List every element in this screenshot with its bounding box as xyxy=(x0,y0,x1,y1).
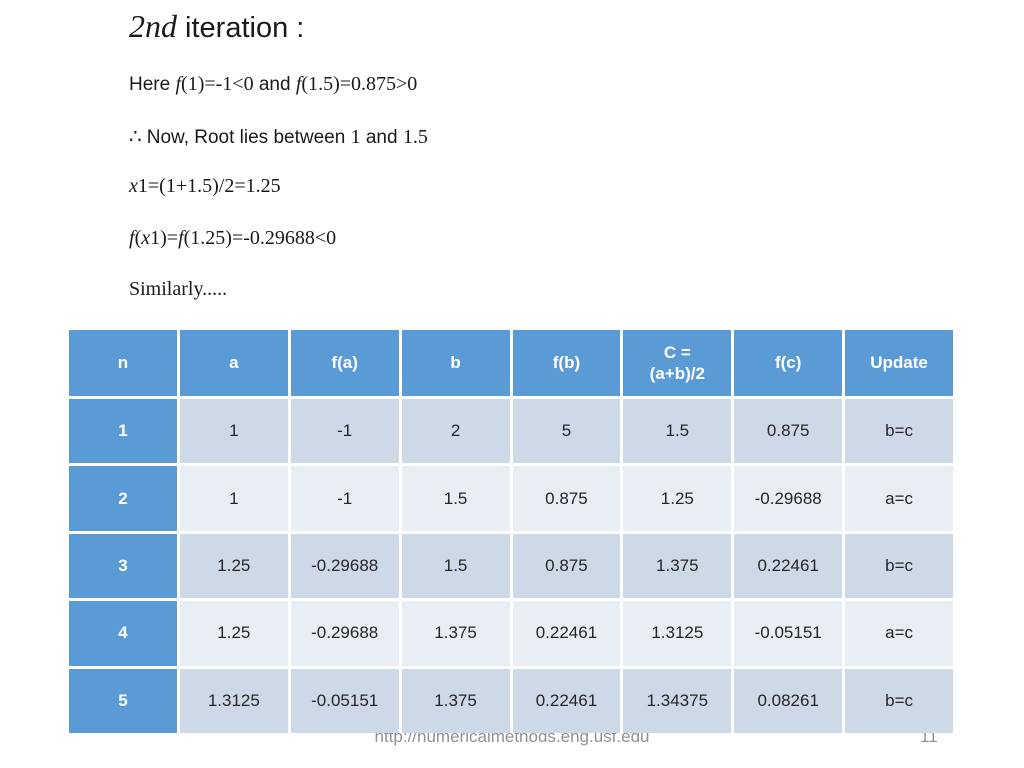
table-cell: 1.375 xyxy=(401,668,510,733)
table-cell: 1.5 xyxy=(623,399,732,464)
body-line-5: Similarly..... xyxy=(129,278,227,301)
table-cell: b=c xyxy=(845,399,953,464)
text-segment: 1.5 xyxy=(402,126,428,148)
table-cell: b=c xyxy=(845,533,953,599)
table-cell: 1.25 xyxy=(179,533,288,599)
table-cell: 1.5 xyxy=(401,466,510,531)
text-segment: f xyxy=(295,73,302,95)
table-cell: 0.22461 xyxy=(734,533,843,599)
table-cell: 4 xyxy=(69,601,177,666)
text-segment: 1 xyxy=(350,126,361,148)
title-ordinal: 2nd xyxy=(129,8,177,44)
text-segment: Similarly..... xyxy=(129,278,228,300)
text-segment: x xyxy=(141,227,151,249)
header-label: b xyxy=(450,353,461,373)
table-header-update: Update xyxy=(845,330,953,396)
header-label: (a+b)/2 xyxy=(649,364,705,383)
header-label: n xyxy=(117,353,129,373)
table-header-a: a xyxy=(179,330,288,396)
table-cell: 0.22461 xyxy=(512,668,621,733)
table-cell: 1.3125 xyxy=(179,668,288,733)
table-cell: -1 xyxy=(290,399,399,464)
therefore-symbol: ∴ xyxy=(129,126,147,148)
table-cell: 1 xyxy=(179,399,288,464)
table-cell: 3 xyxy=(69,533,177,599)
body-line-2: ∴ Now, Root lies between 1 and 1.5 xyxy=(129,124,428,149)
text-segment: (1.25)=-0.29688<0 xyxy=(183,227,337,249)
table-cell: 1.5 xyxy=(401,533,510,599)
table-cell: 1 xyxy=(179,466,288,531)
table-cell: a=c xyxy=(845,601,953,666)
table-cell: 1.25 xyxy=(179,601,288,666)
table-cell: 1 xyxy=(69,399,177,464)
body-line-3: x1=(1+1.5)/2=1.25 xyxy=(129,175,281,198)
iteration-table: n a f(a) b f(b) C = (a+b)/2 f(c) Update 1… xyxy=(69,330,953,733)
table-cell: -0.29688 xyxy=(734,466,843,531)
table-cell: 0.08261 xyxy=(734,668,843,733)
text-segment: ( xyxy=(134,227,142,249)
table-cell: 0.875 xyxy=(512,533,621,599)
text-segment: x xyxy=(129,175,138,197)
text-segment: 1)= xyxy=(150,227,179,249)
table-header-n: n xyxy=(69,330,177,396)
text-segment: f xyxy=(175,73,182,95)
body-line-1: Here f(1)=-1<0 and f(1.5)=0.875>0 xyxy=(129,73,417,96)
table-cell: -1 xyxy=(290,466,399,531)
header-label: f(b) xyxy=(552,353,581,373)
table-cell: 0.875 xyxy=(734,399,843,464)
table-cell: 5 xyxy=(69,668,177,733)
table-header-fa: f(a) xyxy=(290,330,399,396)
table-cell: 5 xyxy=(512,399,621,464)
table-header-b: b xyxy=(401,330,510,396)
text-segment: Here xyxy=(129,74,176,95)
text-segment: 1=(1+1.5)/2=1.25 xyxy=(137,175,281,197)
header-label: Update xyxy=(870,353,928,373)
body-line-4: f(x1)=f(1.25)=-0.29688<0 xyxy=(129,227,336,250)
table-cell: 1.25 xyxy=(623,466,732,531)
text-segment: Now, Root lies between xyxy=(146,127,351,148)
text-segment: f xyxy=(178,227,184,249)
table-cell: -0.05151 xyxy=(734,601,843,666)
table-cell: a=c xyxy=(845,466,953,531)
text-segment: and xyxy=(360,127,403,148)
header-label: a xyxy=(229,353,239,373)
table-cell: 0.875 xyxy=(512,466,621,531)
table-cell: -0.29688 xyxy=(290,533,399,599)
table-header-fb: f(b) xyxy=(512,330,621,396)
table-cell: b=c xyxy=(845,668,953,733)
table-cell: 0.22461 xyxy=(512,601,621,666)
text-segment: (1)=-1<0 xyxy=(181,73,254,95)
table-cell: -0.29688 xyxy=(290,601,399,666)
page-title: 2nd iteration : xyxy=(129,8,304,45)
header-label: f(c) xyxy=(774,353,802,373)
table-cell: 2 xyxy=(401,399,510,464)
text-segment: f xyxy=(129,227,135,249)
text-segment: and xyxy=(253,74,296,95)
header-label: C = xyxy=(663,342,691,362)
table-cell: 1.375 xyxy=(623,533,732,599)
table-cell: 2 xyxy=(69,466,177,531)
table-header-c: C = (a+b)/2 xyxy=(623,330,732,396)
table-cell: -0.05151 xyxy=(290,668,399,733)
text-segment: (1.5)=0.875>0 xyxy=(301,73,418,95)
table-cell: 1.375 xyxy=(401,601,510,666)
table-cell: 1.3125 xyxy=(623,601,732,666)
title-text: iteration : xyxy=(177,12,305,44)
table-cell: 1.34375 xyxy=(623,668,732,733)
table-header-fc: f(c) xyxy=(734,330,843,396)
header-label: f(a) xyxy=(331,353,358,373)
